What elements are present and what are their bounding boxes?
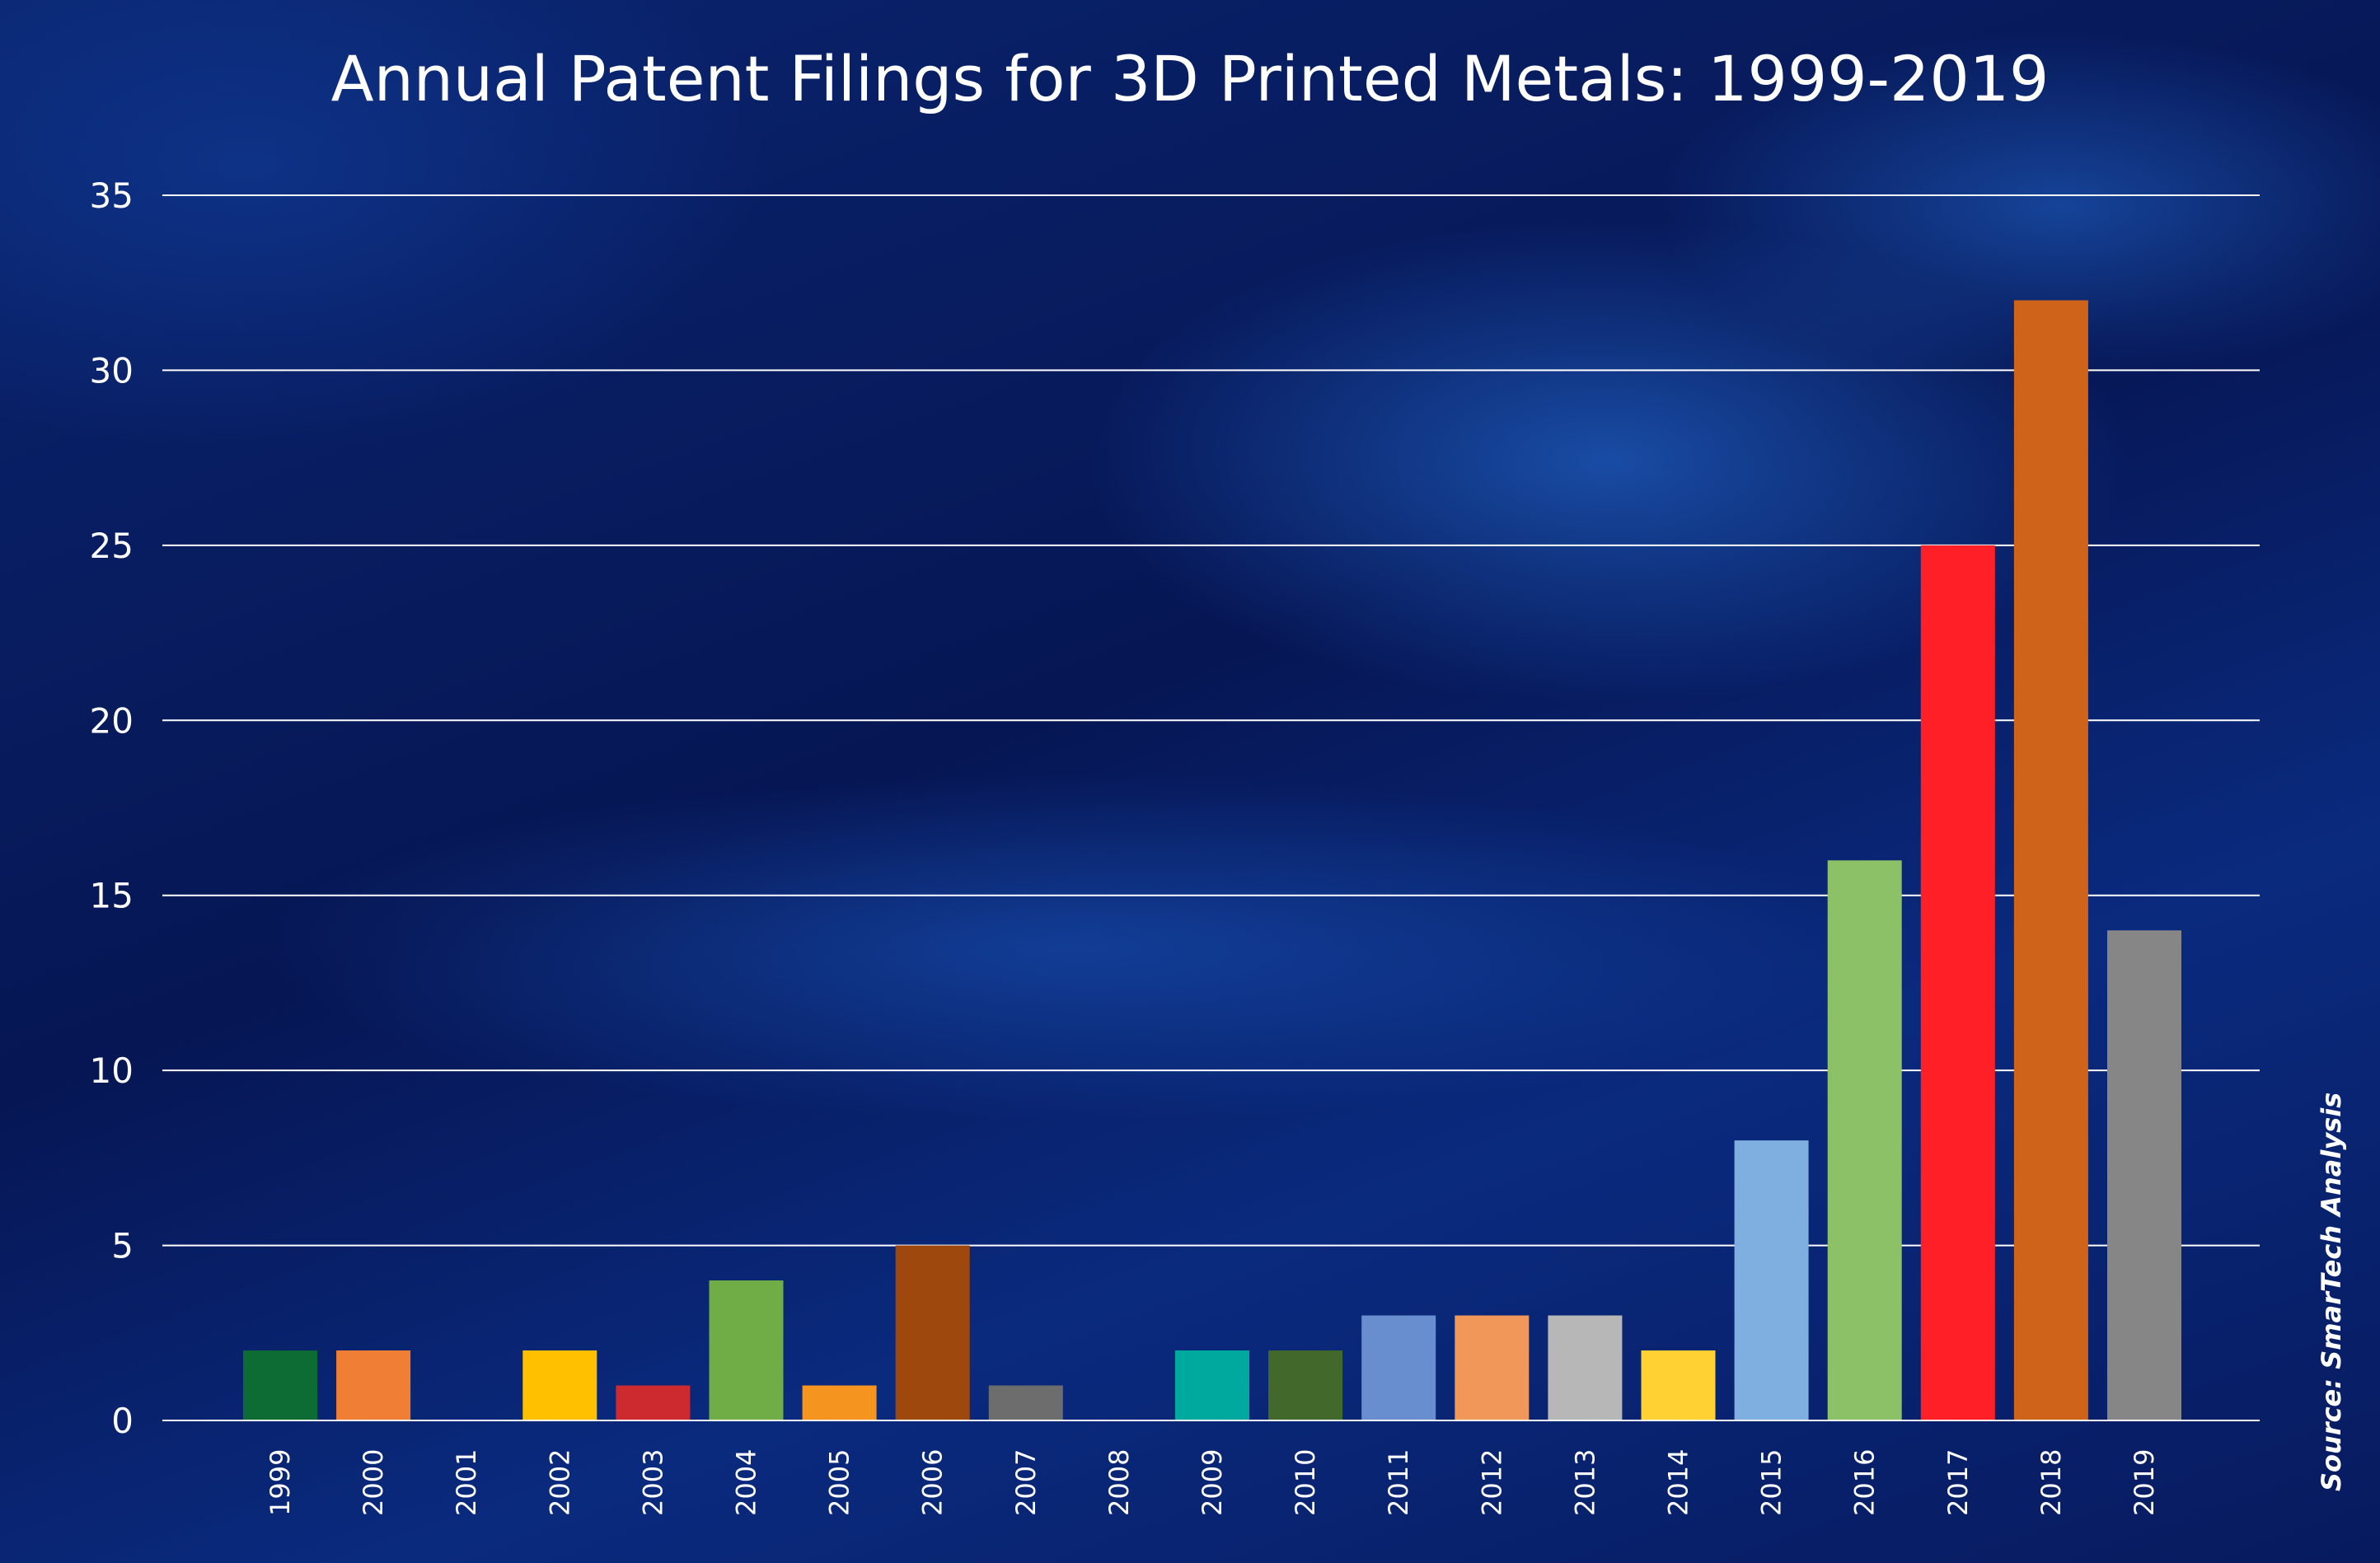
bar-2002: [522, 1350, 597, 1420]
bars: [243, 300, 2181, 1420]
bar-2011: [1361, 1315, 1436, 1420]
bar-2016: [1827, 860, 1902, 1420]
bar-2019: [2107, 930, 2181, 1420]
x-tick-label: 2003: [637, 1449, 668, 1516]
y-tick-label: 10: [90, 1051, 134, 1091]
x-tick-label: 2005: [824, 1449, 855, 1516]
x-tick-label: 2012: [1476, 1449, 1507, 1516]
x-tick-label: 2013: [1569, 1449, 1600, 1516]
bar-1999: [243, 1350, 317, 1420]
y-tick-label: 20: [90, 700, 134, 741]
x-tick-label: 2002: [544, 1449, 575, 1516]
x-tick-label: 2000: [358, 1449, 389, 1516]
y-tick-label: 0: [111, 1401, 134, 1441]
bar-2003: [616, 1385, 691, 1420]
x-tick-label: 2015: [1756, 1449, 1787, 1516]
x-tick-label: 2004: [731, 1449, 762, 1516]
bar-2009: [1175, 1350, 1249, 1420]
x-tick-label: 2010: [1290, 1449, 1321, 1516]
source-note: Source: SmarTech Analysis: [2316, 1093, 2347, 1491]
y-tick-label: 35: [90, 175, 134, 216]
bar-2015: [1734, 1140, 1809, 1420]
x-tick-label: 2007: [1010, 1449, 1042, 1516]
x-tick-label: 2018: [2036, 1449, 2067, 1516]
bar-2007: [988, 1385, 1063, 1420]
x-tick-label: 2017: [1942, 1449, 1974, 1516]
bar-2012: [1455, 1315, 1530, 1420]
x-tick-label: 2001: [451, 1449, 482, 1516]
x-tick-label: 2011: [1383, 1449, 1414, 1516]
bar-2005: [802, 1385, 877, 1420]
x-axis-ticks: 1999 2000 2001 2002 2003 2004 2005 2006 2007 2008…: [265, 1449, 2160, 1516]
y-tick-label: 25: [90, 526, 134, 566]
x-tick-label: 2014: [1663, 1449, 1694, 1516]
bar-2000: [336, 1350, 411, 1420]
x-tick-label: 2008: [1103, 1449, 1135, 1516]
x-tick-label: 1999: [265, 1449, 296, 1516]
y-tick-label: 5: [111, 1226, 134, 1266]
y-tick-label: 15: [90, 876, 134, 916]
bar-2017: [1920, 545, 1995, 1420]
y-tick-label: 30: [90, 350, 134, 391]
x-tick-label: 2009: [1197, 1449, 1228, 1516]
bar-2006: [895, 1245, 970, 1420]
bar-2013: [1548, 1315, 1623, 1420]
gridlines: [162, 194, 2260, 1247]
y-axis-ticks: 0 5 10 15 20 25 30 35: [90, 175, 134, 1441]
x-tick-label: 2006: [917, 1449, 949, 1516]
x-tick-label: 2016: [1849, 1449, 1881, 1516]
x-tick-label: 2019: [2129, 1449, 2160, 1516]
bar-2010: [1268, 1350, 1343, 1420]
bar-2018: [2013, 300, 2088, 1420]
bar-2014: [1641, 1350, 1716, 1420]
chart-title: Annual Patent Filings for 3D Printed Met…: [331, 42, 2050, 115]
bar-2004: [709, 1280, 784, 1420]
